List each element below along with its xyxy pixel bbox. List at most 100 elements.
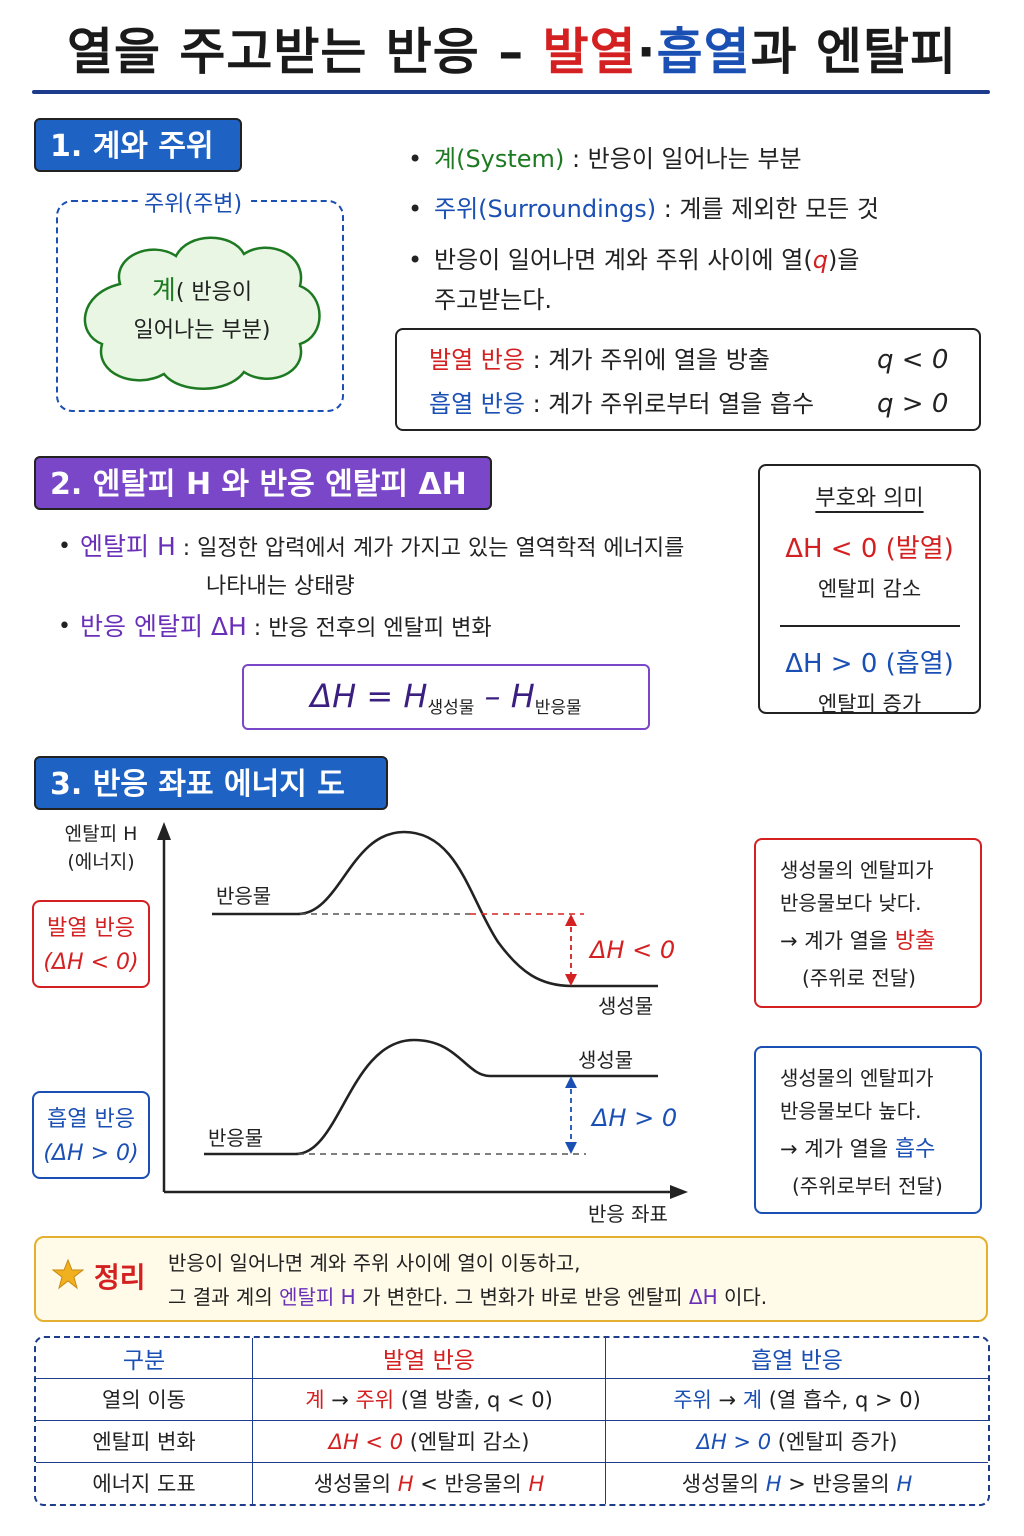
title-endothermic: 흡열 [656,23,751,81]
y-axis-label-2: (에너지) [67,851,135,873]
bullet-reaction-enthalpy: • 반응 엔탈피 ΔH : 반응 전후의 엔탈피 변화 [58,612,492,641]
table-header: 발열 반응 [252,1338,606,1379]
table-header: 구분 [36,1338,253,1379]
cell-part: ΔH < 0 [328,1430,404,1455]
x-axis-arrow [670,1185,688,1199]
exo-side-label: 발열 반응 (ΔH < 0) [32,900,150,988]
comparison-table: 구분 발열 반응 흡열 반응 열의 이동 계 → 주위 (열 방출, q < 0… [34,1336,990,1506]
exo-side-line1: 발열 반응 [47,916,135,941]
star-icon [52,1258,84,1290]
cell-part: 생성물의 [681,1472,766,1497]
exo-text: : 계가 주위에 열을 방출 [524,346,770,374]
endo-note-line: 생성물의 엔탈피가 [780,1066,934,1090]
cell-part: H [896,1472,913,1497]
cell-part: → [711,1388,743,1413]
exo-side-line2: (ΔH < 0) [43,950,139,975]
table-cell-endo: ΔH > 0 (엔탈피 증가) [605,1420,988,1463]
page-title: 열을 주고받는 반응 – 발열·흡열과 엔탈피 [0,12,1024,84]
exo-product-label: 생성물 [598,994,654,1018]
bullet-enthalpy: • 엔탈피 H : 일정한 압력에서 계가 가지고 있는 열역학적 에너지를 나타… [58,532,685,599]
formula-lhs: ΔH = H [310,677,428,715]
bullet-surroundings: • 주위(Surroundings) : 계를 제외한 모든 것 [408,195,879,223]
system-word: 계 [151,276,176,306]
cell-part: 계 [305,1388,325,1413]
exo-endo-definition-box: 발열 반응 : 계가 주위에 열을 방출 q < 0 흡열 반응 : 계가 주위… [395,328,981,431]
system-cloud-text: 계( 반응이 일어나는 부분) [100,272,304,350]
cell-part: (열 방출, q < 0) [394,1388,553,1413]
bullet-text: 반응이 일어나면 계와 주위 사이에 열( [434,246,813,274]
bullet-term: 계(System) [434,145,565,173]
cell-part: 계 [742,1388,763,1413]
endo-side-line1: 흡열 반응 [47,1107,135,1132]
table-cell-exo: 생성물의 H < 반응물의 H [252,1462,606,1504]
bullet-text: )을 [827,246,860,274]
table-header: 흡열 반응 [605,1338,988,1379]
system-desc-2: 일어나는 부분) [133,318,271,343]
y-axis-label-1: 엔탈피 H [64,823,138,845]
cell-part: H [765,1472,782,1497]
title-suffix: 과 엔탈피 [750,23,958,81]
sign-box-heading: 부호와 의미 [815,486,924,511]
title-separator: · [636,23,657,81]
exo-note-line: 생성물의 엔탈피가 [780,858,934,882]
sign-exo-meaning: 엔탈피 감소 [817,577,922,601]
summary-line2: 가 변한다. 그 변화가 바로 반응 엔탈피 [355,1285,689,1309]
exo-term: 발열 반응 [429,346,525,374]
exo-note-key: 방출 [894,929,936,954]
table-row-label: 열의 이동 [36,1378,253,1421]
summary-line2: 이다. [717,1285,768,1309]
cell-part: 주위 [673,1388,712,1413]
exo-condition: q < 0 [877,345,949,375]
sign-exo-value: ΔH < 0 (발열) [785,534,954,564]
cell-part: H [528,1472,545,1497]
summary-box: 정리 반응이 일어나면 계와 주위 사이에 열이 이동하고, 그 결과 계의 엔… [34,1236,988,1322]
summary-tag: 정리 [94,1261,146,1294]
endo-note-key: 흡수 [894,1137,936,1162]
title-prefix: 열을 주고받는 반응 – [66,23,543,81]
title-exothermic: 발열 [542,23,637,81]
exo-dh-arrowhead-down [565,974,577,986]
endo-note-line: 반응물보다 높다. [780,1099,922,1123]
summary-text: 반응이 일어나면 계와 주위 사이에 열이 이동하고, 그 결과 계의 엔탈피 … [168,1246,978,1314]
formula-sub-products: 생성물 [427,698,475,718]
q-symbol: q [812,246,828,274]
y-axis-arrow [157,822,171,840]
formula-sub-reactants: 반응물 [534,698,582,718]
bullet-term: 주위(Surroundings) [434,195,657,223]
summary-term: ΔH [688,1285,718,1309]
cell-part: → [324,1388,356,1413]
cell-part: ΔH > 0 [696,1430,772,1455]
exo-note-line: → 계가 열을 [780,929,895,953]
endo-side-line2: (ΔH > 0) [43,1141,139,1166]
table-row: 엔탈피 변화 ΔH < 0 (엔탈피 감소) ΔH > 0 (엔탈피 증가) [36,1420,988,1463]
cell-part: (열 흡수, q > 0) [762,1388,921,1413]
table-cell-endo: 주위 → 계 (열 흡수, q > 0) [605,1378,988,1421]
enthalpy-formula: ΔH = H생성물 – H반응물 [242,664,650,730]
cell-part: 생성물의 [313,1472,398,1497]
bullet-heat-exchange: • 반응이 일어나면 계와 주위 사이에 열(q)을 주고받는다. [408,246,860,314]
summary-term: 엔탈피 H [279,1285,356,1309]
endo-condition: q > 0 [877,389,949,419]
system-cloud-icon [83,236,321,390]
table-row-label: 엔탈피 변화 [36,1420,253,1463]
table-row-label: 에너지 도표 [92,1472,196,1497]
summary-line2: 그 결과 계의 [168,1285,280,1309]
cell-part: 주위 [355,1388,395,1413]
endo-dh-arrowhead-up [565,1076,577,1088]
table-row: 열의 이동 계 → 주위 (열 방출, q < 0) 주위 → 계 (열 흡수,… [36,1378,988,1421]
bullet-text: : 계를 제외한 모든 것 [656,195,879,223]
endo-note-line: (주위로부터 전달) [792,1174,943,1198]
cell-part: (엔탈피 증가) [771,1430,898,1455]
endo-term: 흡열 반응 [429,390,525,418]
enthalpy-text: : 일정한 압력에서 계가 가지고 있는 열역학적 에너지를 [175,536,685,561]
x-axis-label: 반응 좌표 [588,1202,668,1226]
title-divider [32,90,990,94]
exo-dh-arrowhead-up [565,914,577,926]
section1-heading: 1. 계와 주위 [34,118,242,172]
summary-line1: 반응이 일어나면 계와 주위 사이에 열이 이동하고, [168,1251,581,1275]
cell-part: < 반응물의 [413,1472,529,1497]
cell-part: (엔탈피 감소) [403,1430,530,1455]
endo-curve [204,1038,658,1156]
table-cell-exo: ΔH < 0 (엔탈피 감소) [252,1420,606,1463]
